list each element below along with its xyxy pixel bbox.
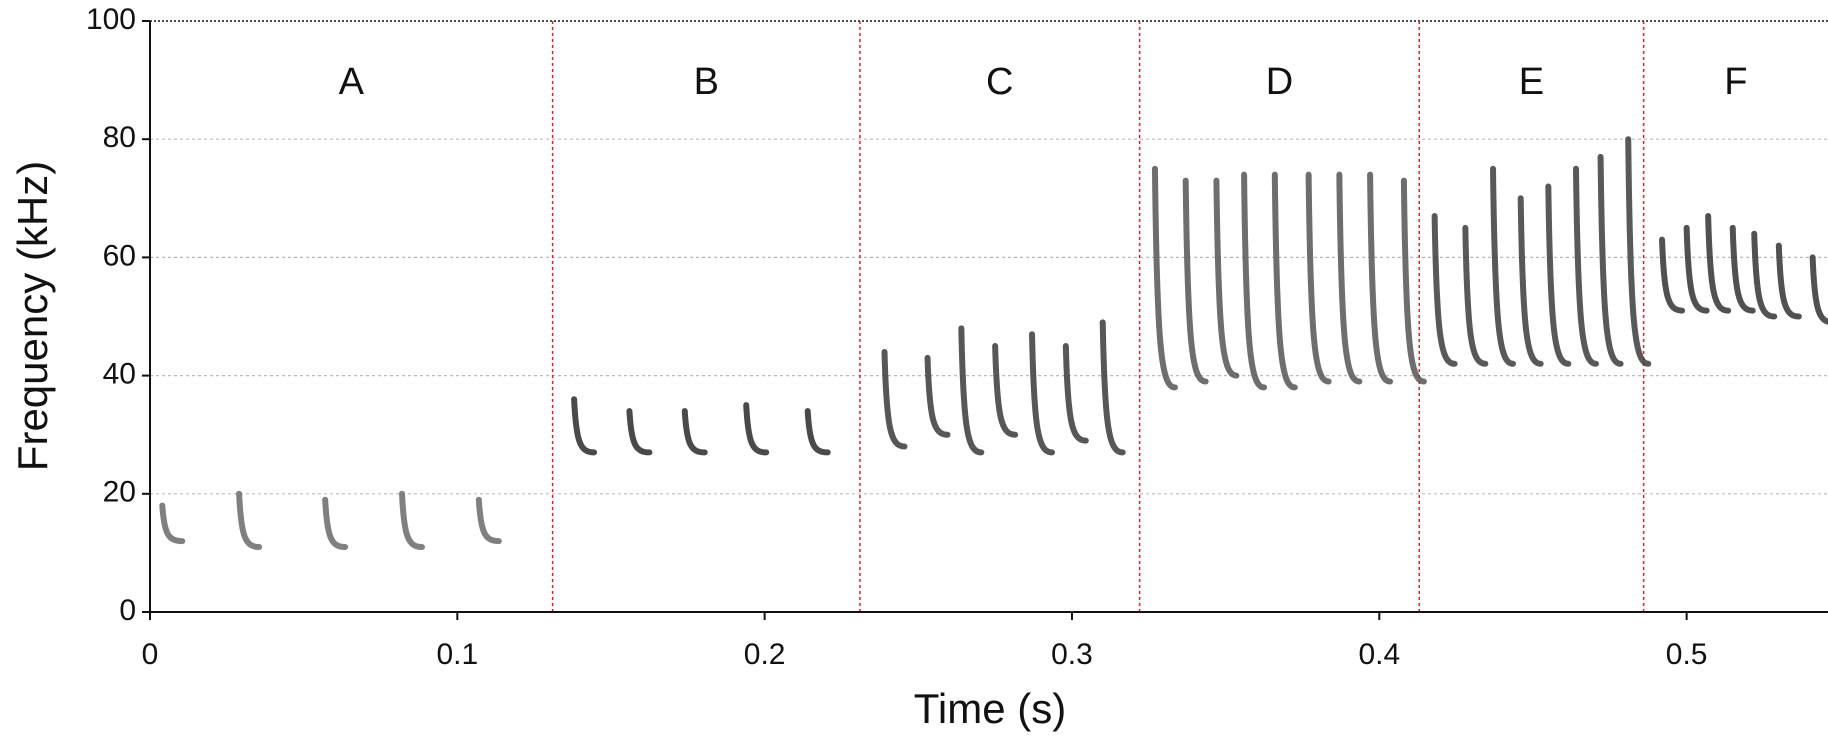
call [1775,242,1802,320]
call [1659,236,1686,314]
x-tick-label: 0.2 [744,638,786,671]
x-tick-label: 0.5 [1666,638,1708,671]
call [1182,177,1209,385]
call [1062,343,1089,444]
y-tick-label: 40 [103,358,136,391]
call [1151,165,1178,391]
call [804,408,831,456]
segment-label: D [1266,61,1293,103]
call [1597,153,1624,367]
call [1809,254,1828,325]
call [1545,183,1572,367]
x-tick-label: 0.1 [436,638,478,671]
segment-label: A [339,61,365,103]
call [992,343,1019,438]
call [1431,213,1458,367]
call [236,490,263,550]
y-axis-label: Frequency (kHz) [9,161,56,471]
call [1517,195,1544,367]
call [1336,171,1363,385]
call [1729,224,1756,314]
segment-label: C [986,61,1013,103]
call [1029,331,1056,456]
y-tick-label: 60 [103,239,136,272]
segment-label: B [694,61,719,103]
call [475,496,502,545]
x-tick-label: 0.3 [1051,638,1093,671]
call [743,402,770,456]
y-tick-label: 20 [103,476,136,509]
call [626,408,653,456]
call [1462,224,1489,367]
x-tick-label: 0.4 [1358,638,1400,671]
x-axis-label: Time (s) [914,685,1066,732]
x-tick-label: 0 [142,638,159,671]
call [322,496,349,550]
call [1099,319,1126,456]
call [924,354,951,438]
call [159,502,186,545]
call [1213,177,1240,379]
call [1400,177,1427,385]
call [1367,171,1394,385]
call [1305,171,1332,385]
call [1751,230,1778,320]
call [1490,165,1517,367]
y-tick-label: 100 [86,3,136,36]
call [571,396,598,456]
call [399,490,426,550]
y-tick-label: 80 [103,121,136,154]
call [1705,213,1732,314]
call [958,325,985,456]
call [1271,171,1298,391]
y-tick-label: 0 [119,594,136,627]
segment-label: F [1724,61,1747,103]
segment-label: E [1519,61,1544,103]
call [1572,165,1599,367]
call [681,408,708,456]
call [1241,171,1268,391]
call [881,348,908,450]
call [1683,224,1710,314]
call [1625,136,1652,367]
